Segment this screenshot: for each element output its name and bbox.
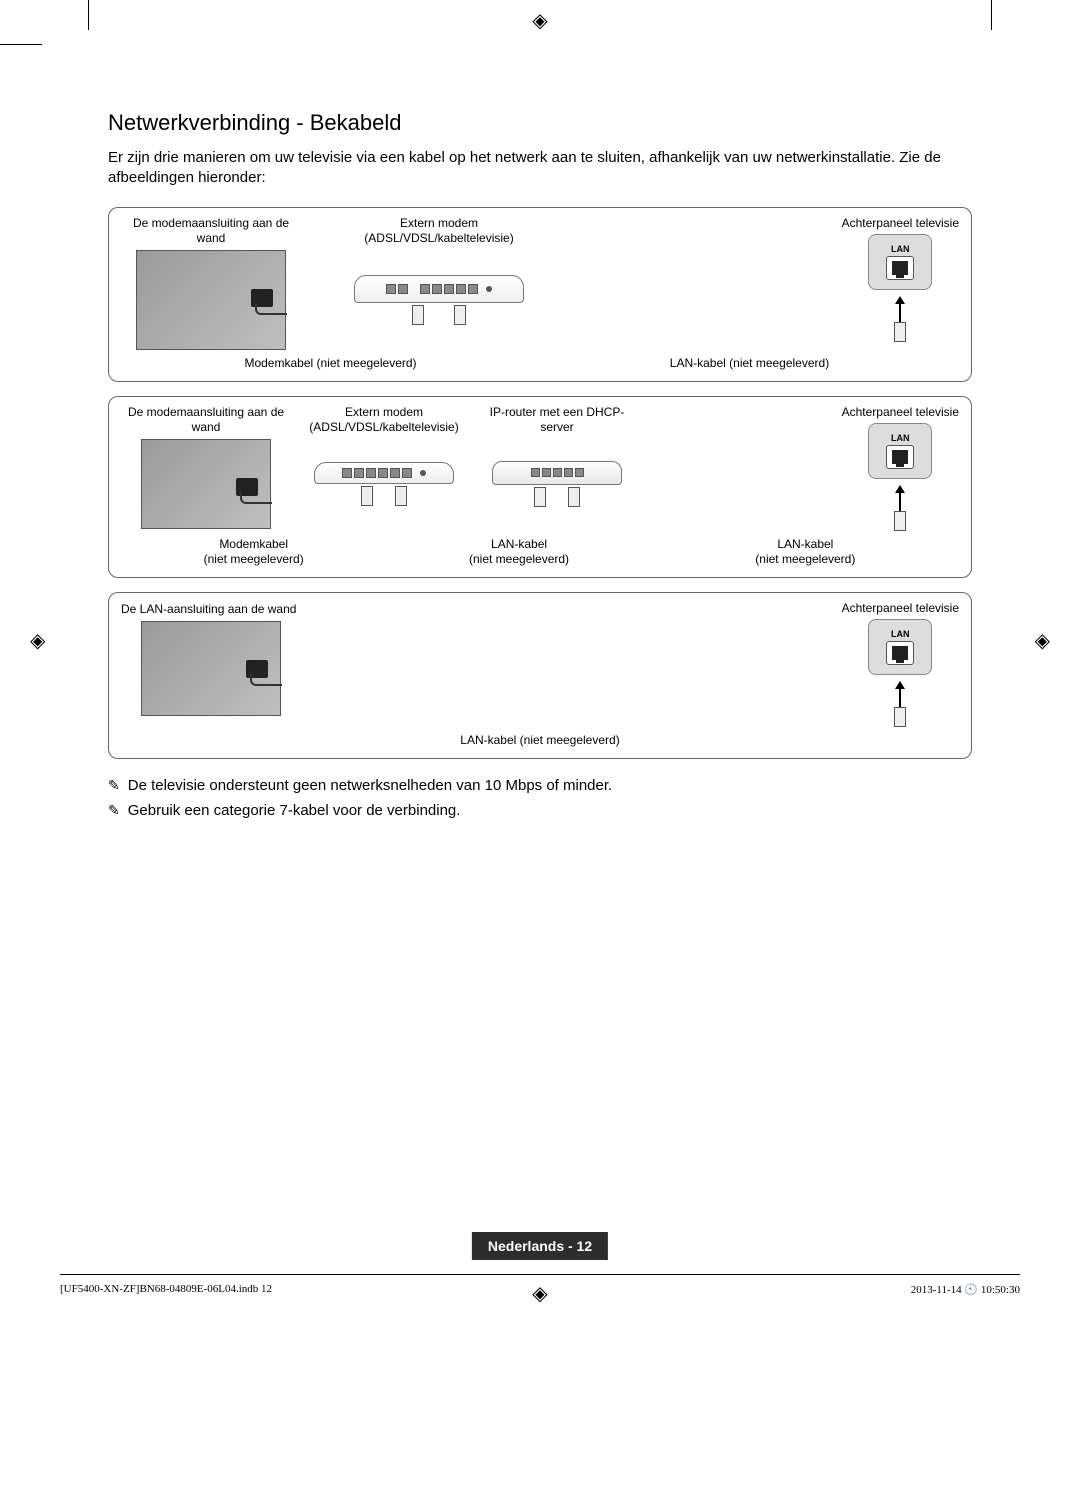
cable-label: Modemkabel (niet meegeleverd) [163, 356, 498, 371]
tv-panel-label: Achterpaneel televisie [842, 405, 959, 419]
registration-mark-icon: ◈ [1035, 628, 1050, 653]
arrow-up-icon [895, 485, 905, 493]
wall-label: De LAN-aansluiting aan de wand [121, 601, 296, 617]
notes-section: ✎ De televisie ondersteunt geen netwerks… [108, 777, 972, 819]
print-footer: [UF5400-XN-ZF]BN68-04809E-06L04.indb 12 … [60, 1274, 1020, 1296]
cable-connector-icon [534, 487, 546, 507]
tv-panel-label: Achterpaneel televisie [842, 601, 959, 615]
tv-lan-port-icon: LAN [868, 423, 932, 479]
cable-connector-icon [894, 707, 906, 727]
registration-mark-icon: ◈ [30, 628, 45, 653]
modem-icon [354, 275, 524, 303]
arrow-up-icon [895, 681, 905, 689]
cable-label: LAN-kabel(niet meegeleverd) [414, 537, 624, 567]
router-icon [492, 461, 622, 485]
cable-label: LAN-kabel(niet meegeleverd) [680, 537, 931, 567]
modem-icon [314, 462, 454, 484]
tv-panel-label: Achterpaneel televisie [842, 216, 959, 230]
cable-connector-icon [894, 322, 906, 342]
footer-file: [UF5400-XN-ZF]BN68-04809E-06L04.indb 12 [60, 1283, 272, 1296]
tv-lan-port-icon: LAN [868, 234, 932, 290]
cable-connector-icon [454, 305, 466, 325]
router-label: IP-router met een DHCP- server [490, 405, 625, 435]
note-icon: ✎ [108, 802, 120, 819]
note-icon: ✎ [108, 777, 120, 794]
cable-connector-icon [395, 486, 407, 506]
tv-lan-port-icon: LAN [868, 619, 932, 675]
modem-label: Extern modem (ADSL/VDSL/kabeltelevisie) [309, 405, 458, 435]
intro-text: Er zijn drie manieren om uw televisie vi… [108, 148, 972, 189]
cable-connector-icon [361, 486, 373, 506]
wall-jack-icon [141, 439, 271, 529]
diagram-2: De modemaansluiting aan de wand Extern m… [108, 396, 972, 578]
page-content: Netwerkverbinding - Bekabeld Er zijn dri… [108, 110, 972, 827]
crop-mark [88, 0, 89, 30]
cable-label: LAN-kabel (niet meegeleverd) [460, 733, 619, 748]
cable-connector-icon [568, 487, 580, 507]
note-text: De televisie ondersteunt geen netwerksne… [128, 777, 612, 794]
page-number-badge: Nederlands - 12 [472, 1232, 608, 1260]
cable-connector-icon [412, 305, 424, 325]
footer-timestamp: 2013-11-14 🕙 10:50:30 [911, 1283, 1020, 1296]
arrow-up-icon [895, 296, 905, 304]
registration-mark-icon: ◈ [532, 8, 547, 33]
note-text: Gebruik een categorie 7-kabel voor de ve… [128, 802, 461, 819]
wall-jack-icon [141, 621, 281, 716]
page-title: Netwerkverbinding - Bekabeld [108, 110, 972, 136]
cable-connector-icon [894, 511, 906, 531]
cable-label: Modemkabel(niet meegeleverd) [149, 537, 359, 567]
wall-label: De modemaansluiting aan de wand [121, 405, 291, 435]
diagram-1: De modemaansluiting aan de wand Extern m… [108, 207, 972, 382]
crop-mark [0, 44, 42, 45]
modem-label: Extern modem (ADSL/VDSL/kabeltelevisie) [364, 216, 513, 246]
diagram-3: De LAN-aansluiting aan de wand Achterpan… [108, 592, 972, 759]
wall-jack-icon [136, 250, 286, 350]
wall-label: De modemaansluiting aan de wand [121, 216, 301, 246]
crop-mark [991, 0, 992, 30]
cable-label: LAN-kabel (niet meegeleverd) [582, 356, 917, 371]
